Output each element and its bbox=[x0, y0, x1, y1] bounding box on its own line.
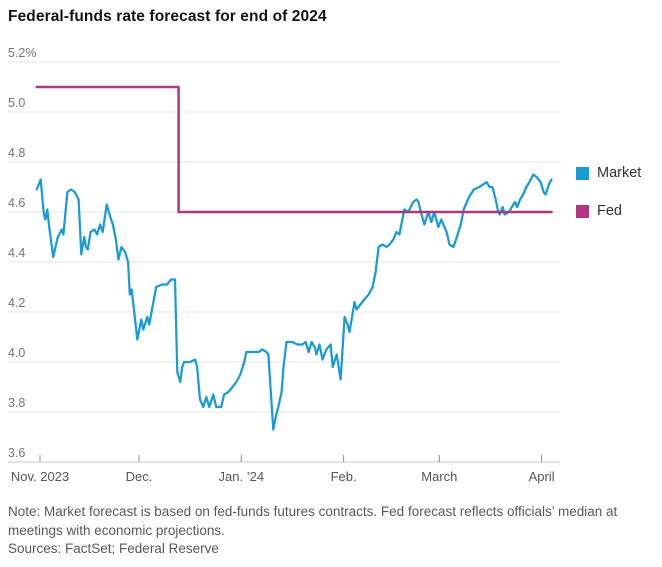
y-axis-tick-label: 4.4 bbox=[8, 246, 25, 260]
x-axis-tick-label: March bbox=[421, 469, 457, 484]
y-axis-tick-label: 5.2% bbox=[8, 46, 37, 60]
y-axis-tick-label: 3.8 bbox=[8, 396, 25, 410]
legend-item-fed: Fed bbox=[576, 203, 641, 219]
fed-forecast-line bbox=[35, 85, 553, 214]
y-axis-tick-label: 3.6 bbox=[8, 446, 25, 460]
y-axis-tick-label: 4.0 bbox=[8, 346, 25, 360]
legend-item-market: Market bbox=[576, 165, 641, 181]
y-axis-tick-label: 4.8 bbox=[8, 146, 25, 160]
market-series-swatch bbox=[576, 166, 589, 180]
chart-title: Federal-funds rate forecast for end of 2… bbox=[8, 8, 327, 25]
y-axis-tick-label: 4.6 bbox=[8, 196, 25, 210]
x-axis-tick-label: Feb. bbox=[331, 469, 357, 484]
legend-label-fed: Fed bbox=[597, 203, 622, 219]
chart-sources: Sources: FactSet; Federal Reserve bbox=[8, 541, 219, 556]
y-axis-tick-label: 5.0 bbox=[8, 96, 25, 110]
chart-legend: Market Fed bbox=[576, 165, 641, 241]
x-axis-tick-label: Dec. bbox=[126, 469, 153, 484]
x-axis-tick-label: Nov. 2023 bbox=[11, 469, 69, 484]
x-axis-tick-label: April bbox=[529, 469, 555, 484]
legend-label-market: Market bbox=[597, 165, 642, 181]
note-line-1: Note: Market forecast is based on fed-fu… bbox=[8, 504, 618, 519]
note-line-2: meetings with economic projections. bbox=[8, 523, 225, 538]
chart-note: Note: Market forecast is based on fed-fu… bbox=[8, 502, 656, 540]
y-axis-tick-label: 4.2 bbox=[8, 296, 25, 310]
x-axis-tick-label: Jan. ’24 bbox=[219, 469, 265, 484]
fed-funds-line-chart: 5.2% 5.0 4.8 4.6 4.4 4.2 4.0 3.8 3.6 Nov. 2023 Dec… bbox=[8, 46, 560, 484]
market-forecast-line bbox=[35, 173, 553, 431]
fed-series-swatch bbox=[576, 204, 589, 218]
